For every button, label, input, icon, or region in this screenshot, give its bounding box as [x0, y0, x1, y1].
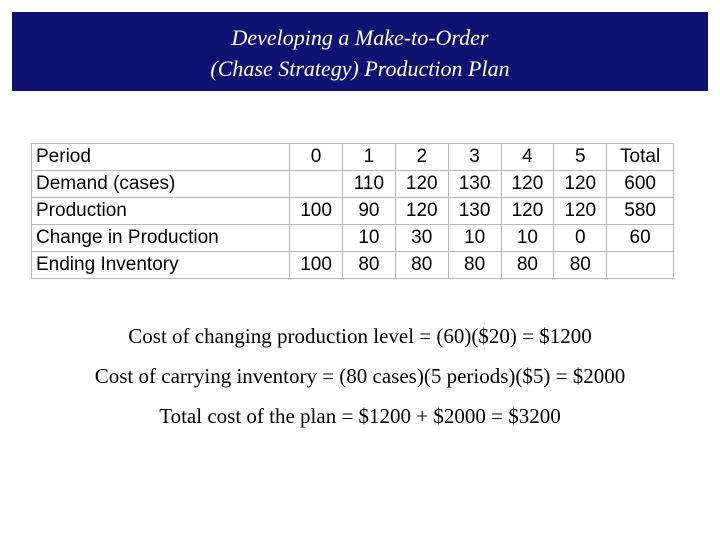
title-banner: Developing a Make-to-Order (Chase Strate… [12, 12, 708, 91]
table-row-demand: Demand (cases) 110 120 130 120 120 600 [30, 170, 674, 198]
table-cell: 80 [447, 251, 502, 279]
cost-changing-production: Cost of changing production level = (60)… [128, 324, 592, 348]
table-cell: 80 [342, 251, 396, 279]
table-cell-total [606, 251, 674, 279]
table-cell: 30 [394, 224, 449, 252]
table-cell-total: 600 [606, 170, 674, 198]
cost-carrying-inventory: Cost of carrying inventory = (80 cases)(… [94, 364, 626, 388]
row-label: Demand (cases) [30, 170, 291, 198]
table-cell: 120 [553, 170, 608, 198]
table-row-change-in-production: Change in Production 10 30 10 10 0 60 [30, 224, 674, 252]
header-cell-4: 4 [500, 143, 555, 171]
production-plan-table: Period 0 1 2 3 4 5 Total Demand (cases) … [30, 143, 674, 279]
table-cell: 90 [342, 197, 396, 225]
table-header-row: Period 0 1 2 3 4 5 Total [30, 143, 674, 171]
header-cell-period: Period [30, 143, 291, 171]
header-cell-0: 0 [289, 143, 343, 171]
table-cell: 80 [394, 251, 449, 279]
header-cell-2: 2 [394, 143, 449, 171]
table-row-production: Production 100 90 120 130 120 120 580 [30, 197, 674, 225]
table-cell: 100 [289, 251, 343, 279]
table-cell: 130 [447, 197, 502, 225]
table-cell [289, 224, 343, 252]
table-cell: 80 [500, 251, 555, 279]
title-line-2: (Chase Strategy) Production Plan [210, 56, 510, 81]
header-cell-5: 5 [553, 143, 608, 171]
table-cell [289, 170, 343, 198]
table-cell: 130 [447, 170, 502, 198]
header-cell-1: 1 [342, 143, 396, 171]
table-cell: 120 [553, 197, 608, 225]
table-cell: 120 [394, 170, 449, 198]
title-line-1: Developing a Make-to-Order [231, 25, 489, 50]
cost-total-plan: Total cost of the plan = $1200 + $2000 =… [159, 404, 561, 428]
table-cell: 120 [500, 170, 555, 198]
header-cell-3: 3 [447, 143, 502, 171]
table-cell: 120 [500, 197, 555, 225]
table-cell: 10 [342, 224, 396, 252]
row-label: Production [30, 197, 291, 225]
row-label: Ending Inventory [30, 251, 291, 279]
row-label: Change in Production [30, 224, 291, 252]
table-cell: 10 [500, 224, 555, 252]
header-cell-total: Total [606, 143, 674, 171]
table-cell: 100 [289, 197, 343, 225]
table-row-ending-inventory: Ending Inventory 100 80 80 80 80 80 [30, 251, 674, 279]
table-cell: 110 [342, 170, 396, 198]
table-cell: 10 [447, 224, 502, 252]
table-cell: 0 [553, 224, 608, 252]
table-cell-total: 580 [606, 197, 674, 225]
table-cell: 120 [394, 197, 449, 225]
table-cell: 80 [553, 251, 608, 279]
table-cell-total: 60 [606, 224, 674, 252]
